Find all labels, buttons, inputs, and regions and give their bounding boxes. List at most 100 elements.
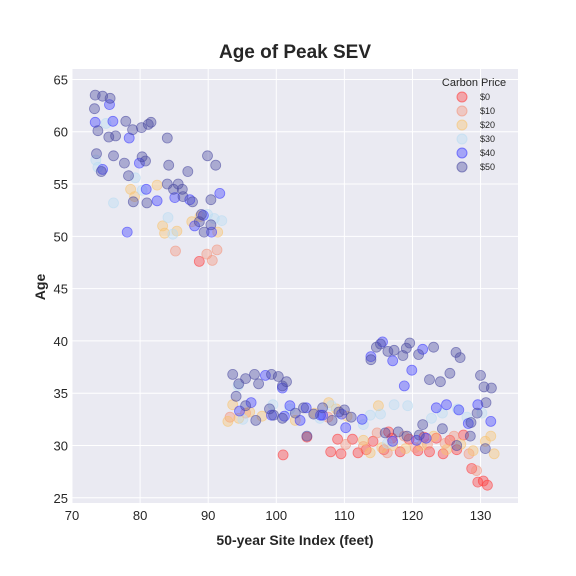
- data-point: [127, 124, 139, 136]
- data-point: [387, 435, 399, 447]
- data-point: [133, 157, 145, 169]
- data-point: [120, 115, 132, 127]
- data-point: [436, 423, 448, 435]
- data-point: [161, 132, 173, 144]
- legend-marker: [456, 161, 468, 173]
- x-tick-label: 100: [265, 508, 287, 523]
- series-5: [89, 89, 497, 455]
- data-point: [428, 341, 440, 353]
- data-point: [187, 196, 198, 208]
- data-point: [420, 432, 432, 444]
- data-point: [357, 441, 369, 452]
- data-point: [222, 415, 234, 427]
- data-point: [272, 371, 284, 382]
- data-point: [485, 415, 497, 427]
- data-point: [227, 368, 239, 380]
- data-point: [413, 349, 425, 360]
- data-point: [123, 170, 134, 182]
- data-point: [404, 337, 416, 349]
- legend-label: $50: [480, 162, 495, 172]
- y-tick-label: 25: [54, 491, 68, 506]
- data-point: [298, 402, 309, 414]
- data-point: [136, 122, 147, 133]
- data-point: [475, 369, 486, 381]
- data-point: [325, 400, 337, 412]
- data-point: [162, 212, 174, 223]
- data-point: [406, 364, 418, 376]
- data-point: [471, 407, 483, 419]
- data-point: [424, 374, 435, 386]
- y-tick-label: 40: [54, 334, 68, 349]
- data-point: [276, 380, 288, 392]
- x-tick-label: 90: [201, 508, 215, 523]
- y-axis-label: Age: [32, 274, 48, 301]
- x-axis-label: 50-year Site Index (feet): [216, 532, 373, 548]
- data-point: [91, 148, 102, 160]
- data-point: [392, 426, 404, 438]
- data-point: [485, 430, 497, 442]
- x-tick-labels: 70 80 90 100 110 120 130: [65, 508, 492, 523]
- legend-marker: [456, 147, 468, 159]
- data-point: [202, 150, 213, 162]
- y-tick-label: 45: [54, 282, 68, 297]
- data-point: [170, 245, 181, 257]
- data-point: [444, 367, 456, 379]
- legend-label: $0: [480, 92, 490, 102]
- data-point: [212, 226, 224, 238]
- data-point: [136, 184, 148, 196]
- data-point: [284, 400, 296, 412]
- data-point: [300, 402, 312, 414]
- data-point: [439, 437, 451, 449]
- data-point: [479, 443, 491, 455]
- data-point: [89, 103, 100, 115]
- data-points: [89, 89, 500, 491]
- data-point: [95, 166, 107, 177]
- data-point: [107, 115, 119, 127]
- data-point: [356, 413, 368, 425]
- data-point: [388, 344, 400, 356]
- data-point: [333, 406, 345, 418]
- data-point: [253, 378, 265, 390]
- data-point: [250, 414, 262, 426]
- data-point: [240, 373, 252, 385]
- y-tick-label: 35: [54, 386, 68, 401]
- data-point: [211, 244, 223, 256]
- data-point: [167, 228, 179, 240]
- x-tick-label: 110: [334, 508, 355, 523]
- y-tick-label: 65: [54, 72, 68, 87]
- data-point: [401, 430, 413, 442]
- data-point: [471, 465, 482, 477]
- data-point: [434, 376, 446, 388]
- data-point: [119, 157, 130, 169]
- data-point: [151, 195, 163, 207]
- data-point: [182, 166, 194, 177]
- data-point: [267, 399, 279, 411]
- data-point: [335, 448, 347, 460]
- data-point: [387, 440, 399, 451]
- data-point: [308, 408, 320, 420]
- data-point: [140, 155, 151, 167]
- data-point: [430, 402, 442, 414]
- data-point: [338, 404, 350, 416]
- data-point: [417, 419, 429, 431]
- legend-title: Carbon Price: [442, 77, 506, 89]
- data-point: [129, 172, 141, 184]
- data-point: [464, 430, 476, 442]
- y-tick-label: 55: [54, 177, 68, 192]
- x-tick-label: 70: [65, 508, 79, 523]
- grid-lines: [71, 69, 518, 503]
- data-point: [198, 226, 210, 238]
- data-point: [245, 397, 257, 409]
- data-point: [465, 417, 477, 428]
- data-point: [100, 118, 112, 129]
- data-point: [480, 397, 492, 409]
- data-point: [398, 430, 410, 442]
- data-point: [325, 446, 337, 458]
- data-point: [398, 380, 410, 392]
- data-point: [289, 407, 301, 419]
- data-point: [301, 430, 313, 442]
- data-point: [145, 116, 157, 128]
- data-point: [485, 382, 497, 394]
- legend-label: $30: [480, 134, 495, 144]
